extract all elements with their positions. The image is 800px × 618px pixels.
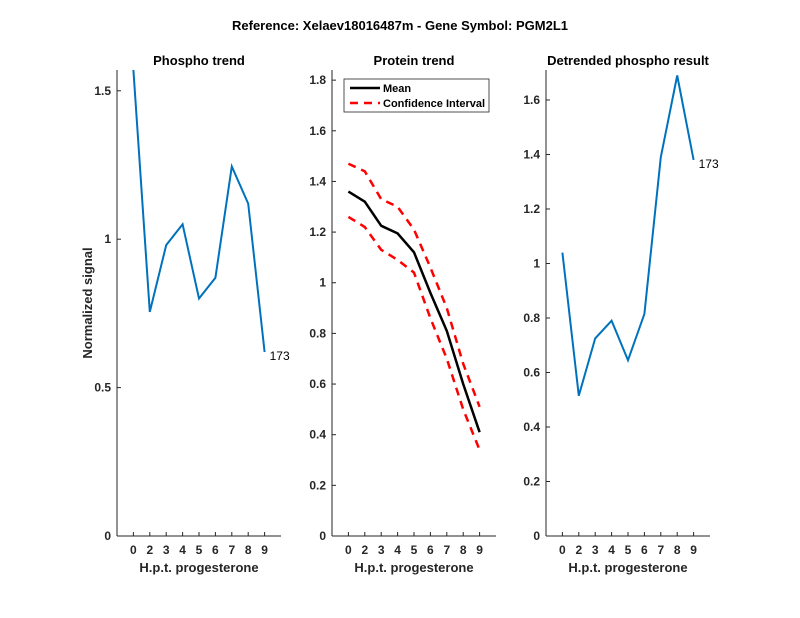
x-tick-label: 5 [625, 543, 632, 557]
x-tick-label: 3 [163, 543, 170, 557]
point-annotation: 173 [699, 157, 719, 171]
y-tick-label: 0 [319, 529, 326, 543]
y-tick-label: 0.8 [523, 311, 540, 325]
x-tick-label: 2 [575, 543, 582, 557]
y-tick-label: 1.6 [309, 124, 326, 138]
x-tick-label: 0 [130, 543, 137, 557]
x-tick-label: 2 [146, 543, 153, 557]
x-tick-label: 7 [228, 543, 235, 557]
x-tick-label: 0 [559, 543, 566, 557]
y-tick-label: 1 [319, 276, 326, 290]
figure-title: Reference: Xelaev18016487m - Gene Symbol… [232, 18, 568, 33]
y-tick-label: 0.2 [523, 474, 540, 488]
subplot-2: 00.20.40.60.811.21.41.61.80 2 3 4 5 6 7 8 9Prote… [309, 53, 496, 575]
subplot-title: Phospho trend [153, 53, 245, 68]
x-tick-label: 3 [378, 543, 385, 557]
x-tick-label: 0 [345, 543, 352, 557]
y-tick-label: 0 [533, 529, 540, 543]
legend-box [343, 78, 490, 113]
x-tick-label: 6 [641, 543, 648, 557]
y-tick-label: 1.4 [523, 147, 540, 161]
y-tick-label: 1 [104, 232, 111, 246]
subplot-3: 00.20.40.60.811.21.41.60 2 3 4 5 6 7 8 9Detrende… [523, 53, 719, 575]
point-annotation: 173 [270, 349, 290, 363]
x-tick-label: 5 [411, 543, 418, 557]
y-tick-label: 1.4 [309, 174, 326, 188]
x-tick-label: 4 [394, 543, 401, 557]
x-tick-label: 8 [460, 543, 467, 557]
x-tick-label: 6 [427, 543, 434, 557]
y-tick-label: 0.6 [523, 365, 540, 379]
subplot-title: Protein trend [374, 53, 455, 68]
x-tick-label: 4 [179, 543, 186, 557]
x-tick-label: 7 [657, 543, 664, 557]
y-tick-label: 1.2 [523, 202, 540, 216]
x-tick-label: 8 [245, 543, 252, 557]
y-tick-label: 0 [104, 529, 111, 543]
x-tick-label: 8 [674, 543, 681, 557]
x-tick-label: 9 [690, 543, 697, 557]
x-tick-label: 4 [608, 543, 615, 557]
y-tick-label: 1.8 [309, 73, 326, 87]
x-tick-label: 2 [361, 543, 368, 557]
x-axis-label: H.p.t. progesterone [139, 560, 258, 575]
y-tick-label: 0.4 [309, 428, 326, 442]
legend-label: Mean [383, 83, 411, 95]
series-line-confidence-interval [347, 162, 481, 408]
legend-label: Confidence Interval [383, 98, 485, 110]
x-tick-label: 6 [212, 543, 219, 557]
x-axis-label: H.p.t. progesterone [568, 560, 687, 575]
y-tick-label: 1.5 [94, 84, 111, 98]
y-tick-label: 1.6 [523, 93, 540, 107]
y-tick-label: 0.5 [94, 381, 111, 395]
y-tick-label: 1 [533, 256, 540, 270]
subplot-title: Detrended phospho result [547, 53, 709, 68]
x-tick-label: 9 [476, 543, 483, 557]
legend: Mean Confidence Interval [343, 78, 490, 113]
y-tick-label: 0.2 [309, 478, 326, 492]
x-axis-label: H.p.t. progesterone [354, 560, 473, 575]
x-tick-label: 7 [443, 543, 450, 557]
y-tick-label: 1.2 [309, 225, 326, 239]
y-tick-label: 0.6 [309, 377, 326, 391]
x-tick-label: 3 [592, 543, 599, 557]
y-tick-label: 0.4 [523, 420, 540, 434]
y-tick-label: 0.8 [309, 326, 326, 340]
x-tick-label: 5 [196, 543, 203, 557]
y-axis-label: Normalized signal [80, 247, 95, 358]
x-tick-label: 9 [261, 543, 268, 557]
